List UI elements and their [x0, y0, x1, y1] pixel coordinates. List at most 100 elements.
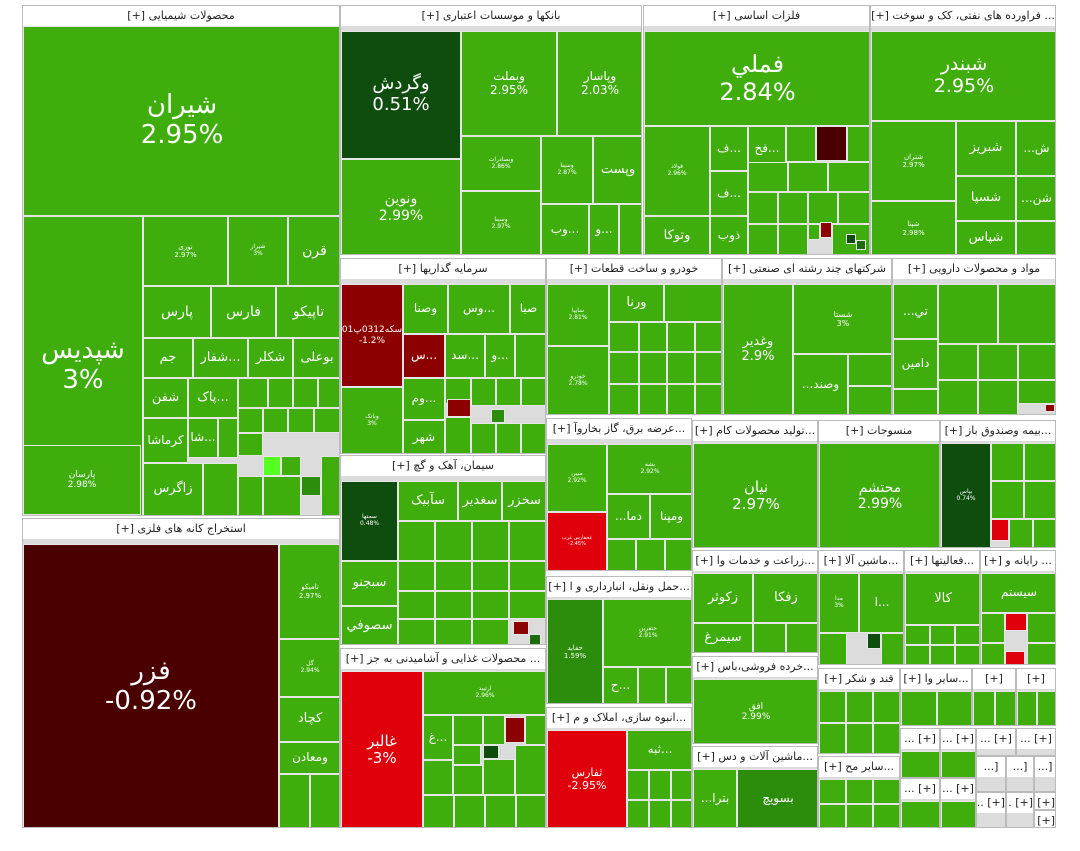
tile-foolad[interactable]: فولاد 2.96%	[644, 126, 710, 216]
tile-ins-misc-5[interactable]	[991, 519, 1009, 541]
tile-vos[interactable]: وس...	[448, 284, 510, 334]
sector-small-m[interactable]: [+] ...	[1006, 792, 1034, 828]
sector-header-pharma[interactable]: مواد و محصولات دارویی [+]	[893, 259, 1055, 279]
tile-auto-misc-6[interactable]	[609, 352, 639, 384]
tile-metal-misc-8[interactable]	[778, 192, 808, 224]
tile-sabik[interactable]: سآبیک	[398, 481, 458, 521]
tile-cem-misc-7[interactable]	[472, 561, 509, 591]
tile-shapas[interactable]: شپاس	[956, 221, 1016, 254]
tile-vpost[interactable]: وپست	[593, 136, 641, 204]
tile-mohtasham[interactable]: محتشم 2.99%	[819, 443, 939, 547]
tile-sekke[interactable]: سکه0312پ01 -1.2%	[341, 284, 403, 387]
tile-gol[interactable]: گل 2.94%	[279, 639, 339, 697]
tile-sofi[interactable]: سصوفي	[341, 606, 398, 644]
sector-insurance[interactable]: ...بیمه وصندوق باز [+] بپاس 0.74%	[940, 420, 1056, 548]
tile-multi-misc-1[interactable]	[848, 354, 891, 386]
tile-metal-misc-12[interactable]	[778, 224, 808, 254]
sector-header-equipment[interactable]: ...ماشین آلات و دس [+]	[693, 747, 817, 767]
tile-food-misc-9[interactable]	[483, 759, 515, 795]
tile-fars[interactable]: فارس	[211, 286, 276, 338]
sector-header-oil[interactable]: ... فراورده های نفتی، کک و سوخت [+]	[871, 6, 1055, 26]
tile-cons-misc-6[interactable]	[671, 800, 691, 827]
tile-elec-misc-1[interactable]	[607, 539, 636, 570]
tile-food-misc-8[interactable]	[453, 765, 483, 795]
tile-oth1-2[interactable]	[937, 691, 971, 725]
sector-small-c[interactable]: [+] ...	[900, 728, 940, 778]
tile-comp-misc-6[interactable]	[1027, 643, 1055, 664]
tile-agri-misc-2[interactable]	[786, 623, 817, 652]
tile-food-misc-5[interactable]	[453, 745, 481, 765]
tile-multi-misc-2[interactable]	[848, 386, 891, 414]
tile-metal-misc-14[interactable]	[820, 222, 832, 238]
sector-header-invest[interactable]: سرمایه گذاریها [+]	[341, 259, 545, 279]
tile-cem-misc-17[interactable]	[529, 634, 541, 644]
tile-auto-misc-8[interactable]	[667, 352, 695, 384]
tile-food-misc-4[interactable]	[525, 715, 545, 745]
tile-food-misc-14[interactable]	[516, 795, 545, 827]
sector-header-small-o[interactable]: [+] ...	[1035, 811, 1055, 827]
tile-cem-misc-1[interactable]	[398, 521, 435, 561]
tile-act-misc-5[interactable]	[930, 645, 955, 664]
tile-tapiko[interactable]: تاپیکو	[276, 286, 339, 338]
tile-vmaaden[interactable]: ومعادن	[279, 742, 339, 774]
tile-pharma-misc-4[interactable]	[978, 344, 1018, 380]
sector-oil-products[interactable]: ... فراورده های نفتی، کک و سوخت [+] شبند…	[870, 5, 1056, 255]
tile-comp-misc-2[interactable]	[1005, 613, 1027, 631]
tile-misc-7[interactable]	[263, 456, 281, 476]
sector-header-mining[interactable]: استخراج کانه های فلزی [+]	[23, 519, 339, 539]
tile-cem-misc-12[interactable]	[509, 591, 545, 619]
tile-shafan[interactable]: شفن	[143, 378, 188, 418]
tile-vtoka[interactable]: وتوكا	[644, 216, 710, 254]
sector-header-metals[interactable]: فلزات اساسی [+]	[644, 6, 869, 26]
tile-vmapna[interactable]: ومپنا	[650, 494, 691, 539]
tile-fa2[interactable]: ف...	[710, 171, 748, 216]
sector-header-small-l[interactable]: [+] ...	[977, 793, 1005, 813]
tile-elec-misc-3[interactable]	[665, 539, 691, 570]
tile-khodro[interactable]: خودرو 2.78%	[547, 346, 609, 414]
tile-varna[interactable]: ورنا	[609, 284, 664, 322]
tile-cem-misc-11[interactable]	[472, 591, 509, 619]
sector-textiles[interactable]: منسوجات [+] محتشم 2.99%	[818, 420, 940, 548]
sector-activities[interactable]: ...فعالیتها [+] کالا	[904, 550, 980, 665]
tile-tbeh[interactable]: ثبه...	[627, 730, 691, 770]
sector-small-e[interactable]: [+] ...	[976, 728, 1016, 756]
tile-kala[interactable]: کالا	[905, 573, 979, 625]
tile-ti[interactable]: ...تي	[893, 284, 938, 339]
tile-inv-misc-10[interactable]	[496, 423, 521, 453]
sector-small-h[interactable]: [+] ...	[940, 778, 976, 828]
tile-cem-misc-5[interactable]	[398, 561, 435, 591]
tile-misc-15[interactable]	[238, 476, 263, 515]
tile-sb-1[interactable]	[1017, 691, 1037, 725]
tile-parsan-visible[interactable]: پارسان 2.98%	[23, 445, 141, 515]
sector-chemical-products[interactable]: محصولات شیمیایی [+] شیران 2.95% شپدیس 3%…	[22, 5, 340, 516]
tile-inv-misc-11[interactable]	[521, 423, 545, 453]
tile-vbank[interactable]: وبانک 3%	[341, 387, 403, 453]
sector-header-small-f[interactable]: [+] ...	[1017, 729, 1055, 749]
tile-misc-12[interactable]	[281, 456, 301, 476]
tile-food-misc-3[interactable]	[505, 717, 525, 743]
tile-auto-misc-5[interactable]	[695, 322, 721, 352]
tile-vbsadrat[interactable]: وبصادرات 2.86%	[461, 136, 541, 191]
tile-misc-3[interactable]	[293, 378, 318, 408]
tile-cem-misc-6[interactable]	[435, 561, 472, 591]
tile-sd[interactable]: سد...	[445, 334, 485, 378]
tile-comp-misc-4[interactable]	[981, 643, 1005, 664]
sector-header-small-m[interactable]: [+] ...	[1007, 793, 1033, 813]
tile-bapas[interactable]: بپاس 0.74%	[941, 443, 991, 547]
tile-auto-misc-2[interactable]	[609, 322, 639, 352]
tile-cem-misc-3[interactable]	[472, 521, 509, 561]
tile-shahr[interactable]: شهر	[403, 420, 445, 453]
tile-cem-misc-10[interactable]	[435, 591, 472, 619]
tile-sakhzar[interactable]: سخزر	[502, 481, 545, 521]
tile-sb-2[interactable]	[1037, 691, 1055, 725]
tile-gh[interactable]: غ...	[423, 715, 453, 760]
sector-header-other2[interactable]: ...سایر مح [+]	[819, 757, 899, 777]
tile-metal-misc-11[interactable]	[748, 224, 778, 254]
tile-food-misc-1[interactable]	[453, 715, 483, 745]
tile-auto-misc-13[interactable]	[695, 384, 721, 414]
tile-s[interactable]: س...	[403, 334, 445, 378]
tile-oth2-1[interactable]	[819, 779, 846, 804]
sector-header-agri[interactable]: ...زراعت و خدمات وا [+]	[693, 551, 817, 571]
tile-comp-misc-5[interactable]	[1005, 651, 1025, 664]
tile-metal-misc-13[interactable]	[808, 224, 820, 240]
